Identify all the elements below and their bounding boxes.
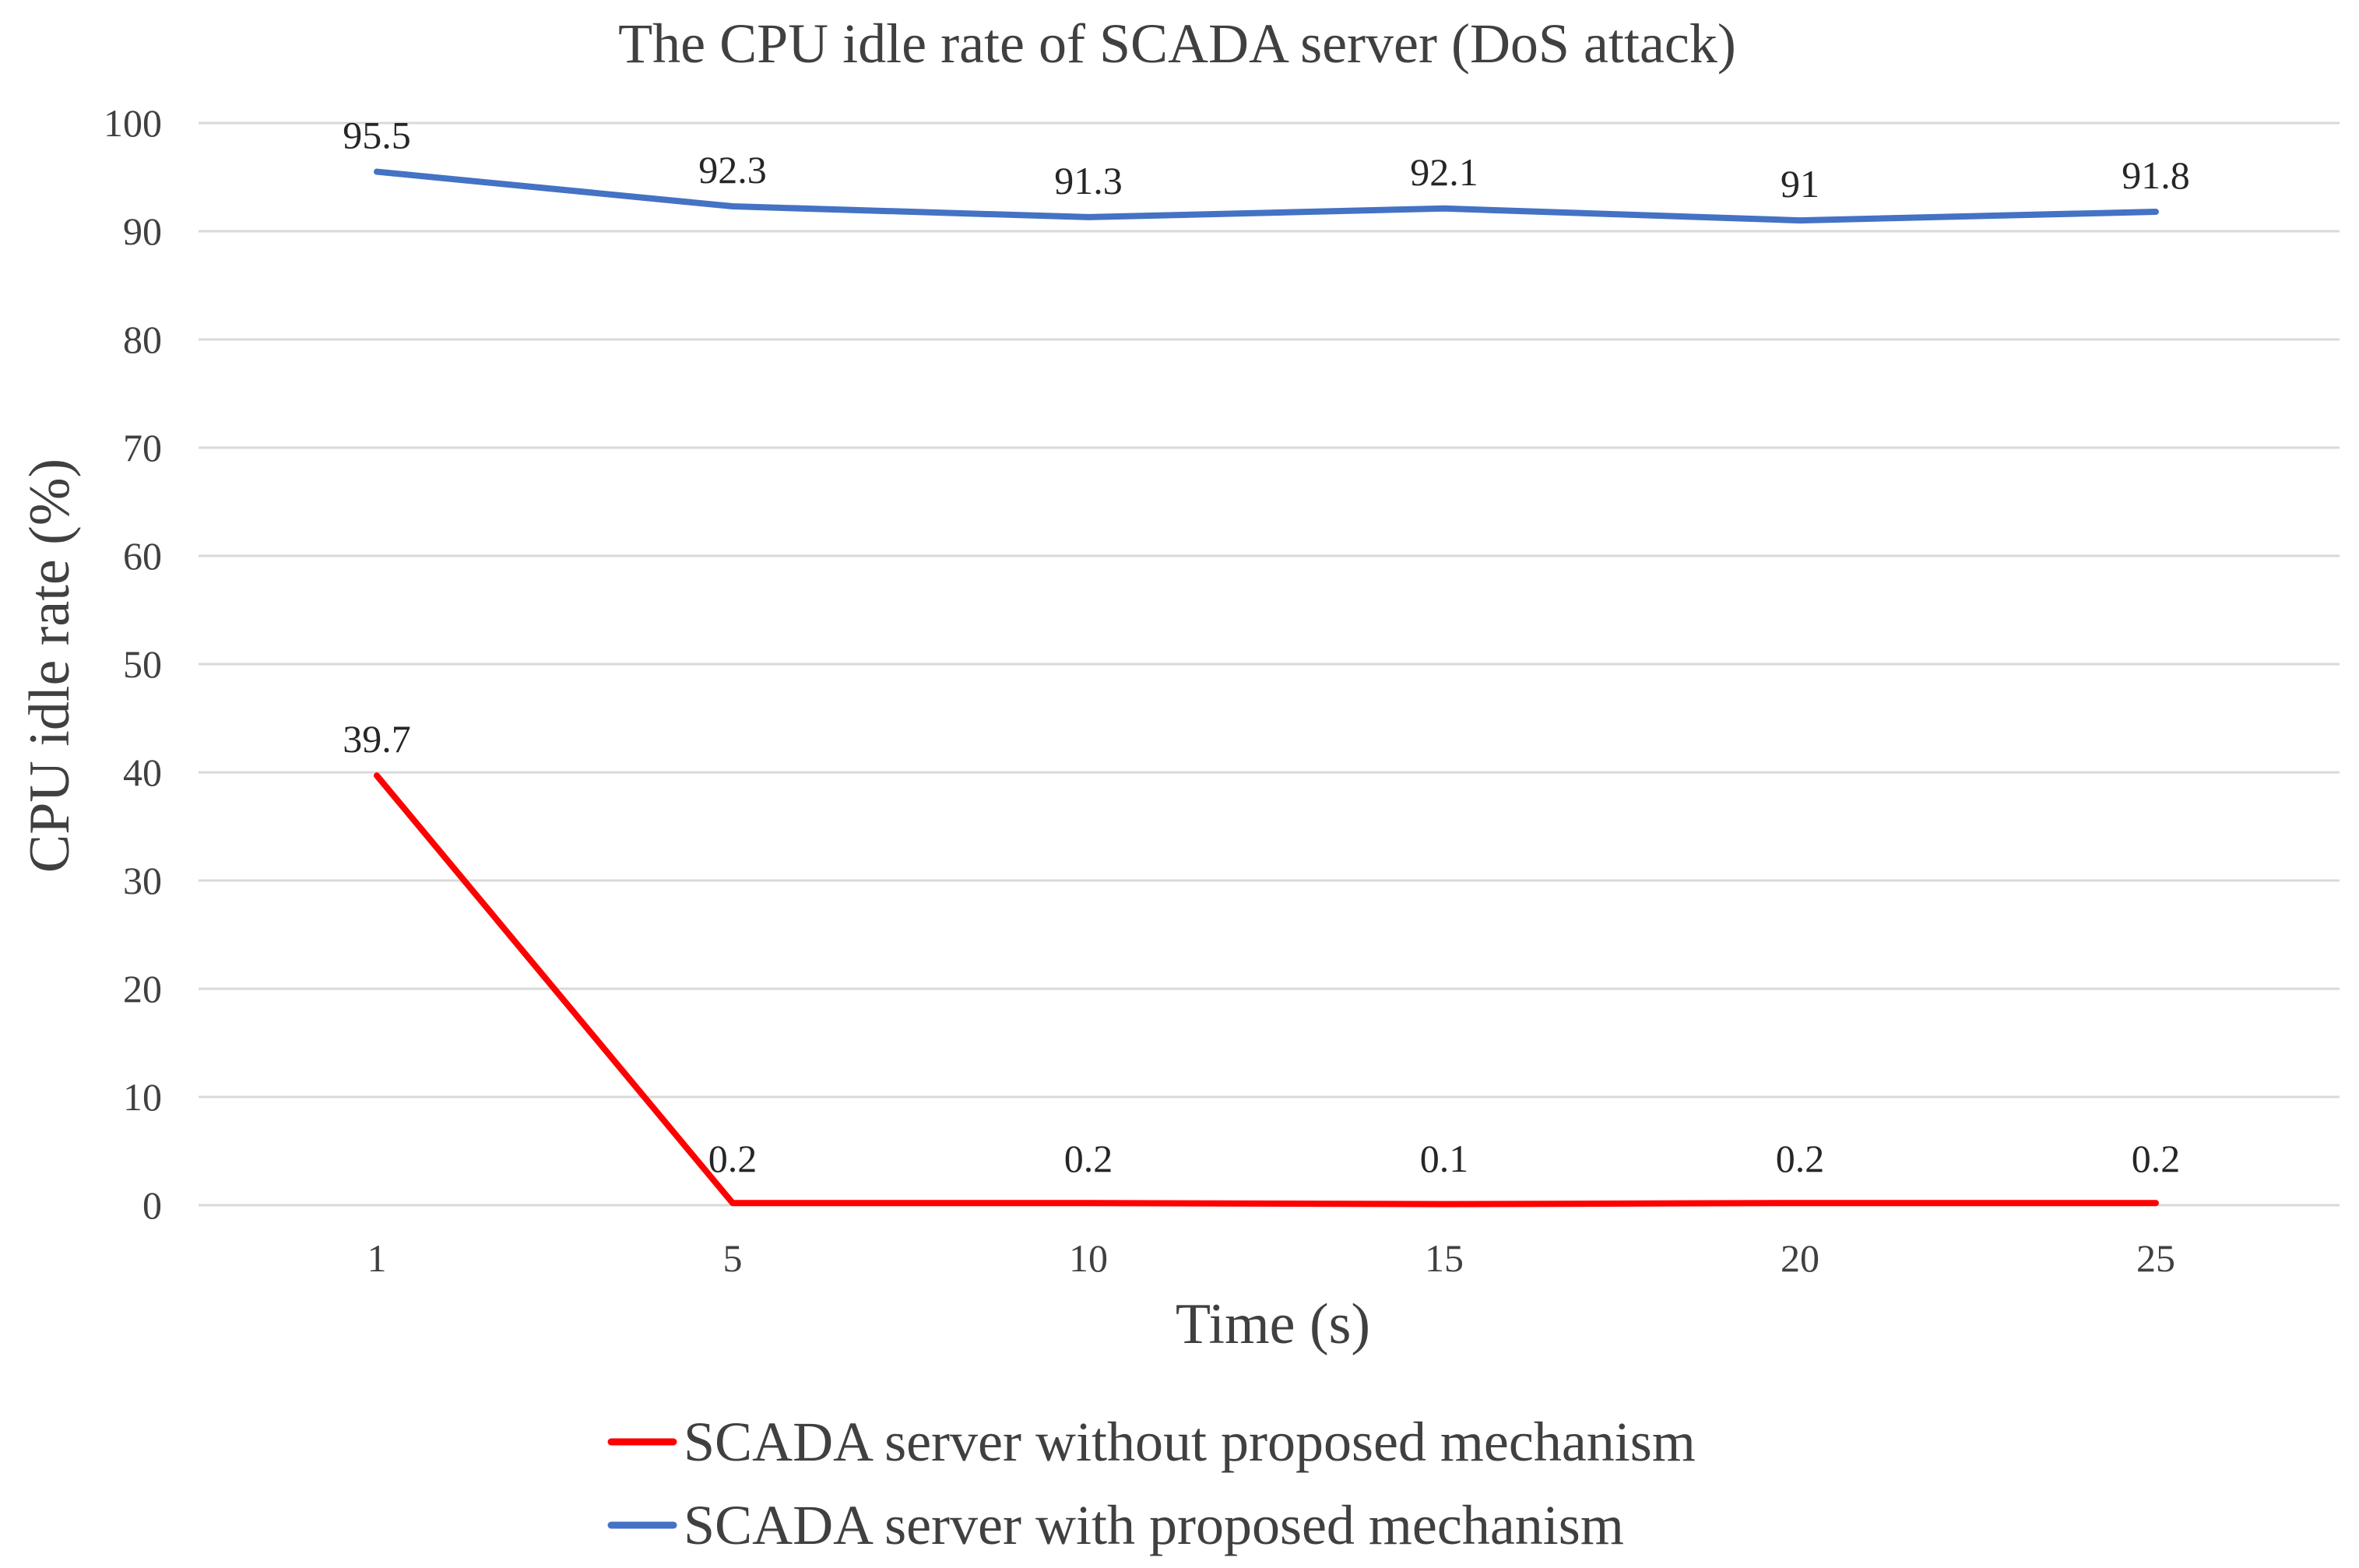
y-axis-ticks: 0 10 20 30 40 50 60 70 80 90 100: [104, 101, 162, 1227]
data-label: 91.3: [1054, 159, 1123, 202]
y-tick-label: 90: [123, 209, 162, 253]
legend: SCADA server without proposed mechanism S…: [607, 1411, 1696, 1556]
data-label: 92.3: [698, 148, 767, 192]
y-tick-label: 40: [123, 751, 162, 794]
data-label: 91.8: [2122, 153, 2190, 197]
x-tick-label: 1: [367, 1236, 387, 1280]
data-label: 0.2: [1064, 1137, 1113, 1180]
series-line-with-mechanism: [374, 168, 2159, 224]
x-axis-ticks: 1 5 10 15 20 25: [367, 1236, 2176, 1280]
data-label: 0.2: [1776, 1137, 1825, 1180]
chart-title: The CPU idle rate of SCADA server (DoS a…: [618, 12, 1736, 75]
y-tick-label: 10: [123, 1075, 162, 1119]
y-tick-label: 70: [123, 426, 162, 469]
legend-label: SCADA server without proposed mechanism: [684, 1411, 1696, 1473]
x-axis-title: Time (s): [1176, 1292, 1370, 1356]
y-tick-label: 20: [123, 967, 162, 1011]
x-tick-label: 5: [723, 1236, 743, 1280]
legend-label: SCADA server with proposed mechanism: [684, 1494, 1624, 1556]
data-label: 95.5: [343, 114, 411, 157]
data-label: 91: [1781, 162, 1819, 206]
series: [374, 168, 2159, 1208]
y-tick-label: 60: [123, 534, 162, 578]
y-tick-label: 0: [142, 1183, 162, 1227]
y-tick-label: 50: [123, 642, 162, 686]
x-tick-label: 20: [1781, 1236, 1819, 1280]
data-label: 0.1: [1420, 1137, 1469, 1180]
y-axis-title: CPU idle rate (%): [18, 459, 82, 873]
y-tick-label: 80: [123, 318, 162, 361]
y-tick-label: 30: [123, 859, 162, 902]
data-label: 39.7: [343, 717, 411, 761]
series-line-without-mechanism: [374, 772, 2159, 1208]
x-tick-label: 15: [1425, 1236, 1464, 1280]
data-label: 0.2: [2132, 1137, 2181, 1180]
x-tick-label: 10: [1069, 1236, 1108, 1280]
data-labels: 95.5 92.3 91.3 92.1 91 91.8 39.7 0.2 0.2 0.1 0.2 0.…: [343, 114, 2190, 1180]
y-tick-label: 100: [104, 101, 162, 145]
data-label: 0.2: [708, 1137, 758, 1180]
data-label: 92.1: [1410, 150, 1478, 194]
x-tick-label: 25: [2136, 1236, 2175, 1280]
